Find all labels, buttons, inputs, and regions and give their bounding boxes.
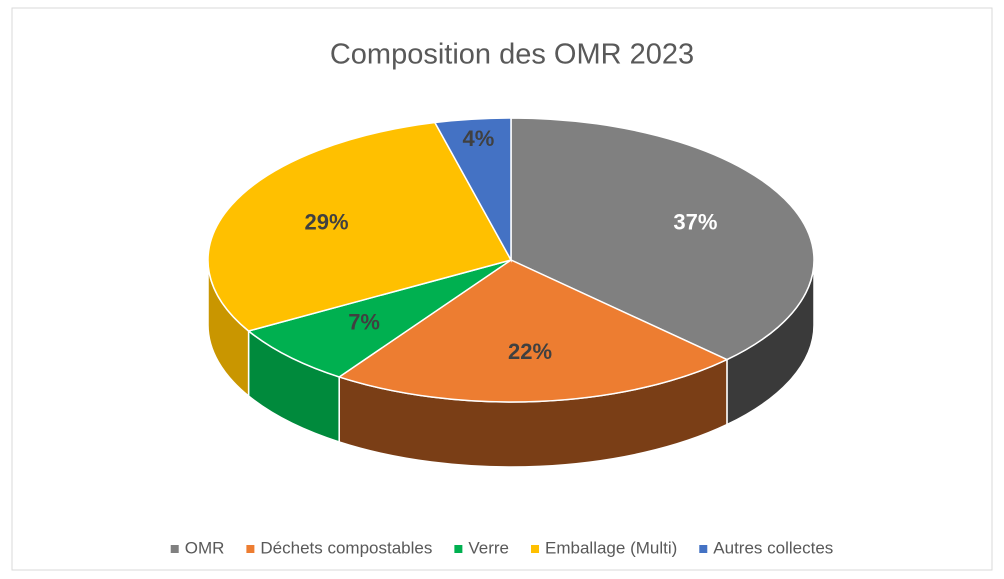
legend-swatch — [170, 545, 179, 553]
legend-swatch — [531, 545, 540, 553]
slice — [433, 117, 512, 263]
data-label: 7% — [348, 309, 380, 334]
chart-title: Composition des OMR 2023 — [330, 39, 694, 71]
slice — [246, 259, 512, 378]
legend-swatch — [246, 545, 255, 553]
legend: OMR Déchets compostables Verre Emballage (M… — [170, 538, 833, 557]
data-label: 37% — [673, 210, 717, 235]
legend-label: OMR — [185, 538, 225, 557]
data-label: 29% — [305, 210, 349, 235]
legend-swatch — [699, 545, 708, 553]
data-label: 22% — [508, 339, 552, 364]
slice — [207, 121, 513, 332]
legend-label: Verre — [468, 538, 509, 557]
legend-swatch — [454, 545, 463, 553]
data-label: 4% — [462, 126, 494, 151]
slice — [337, 259, 729, 403]
legend-label: Autres collectes — [713, 538, 833, 557]
legend-label: Emballage (Multi) — [545, 538, 677, 557]
legend-label: Déchets compostables — [260, 538, 432, 557]
slice — [510, 117, 815, 361]
